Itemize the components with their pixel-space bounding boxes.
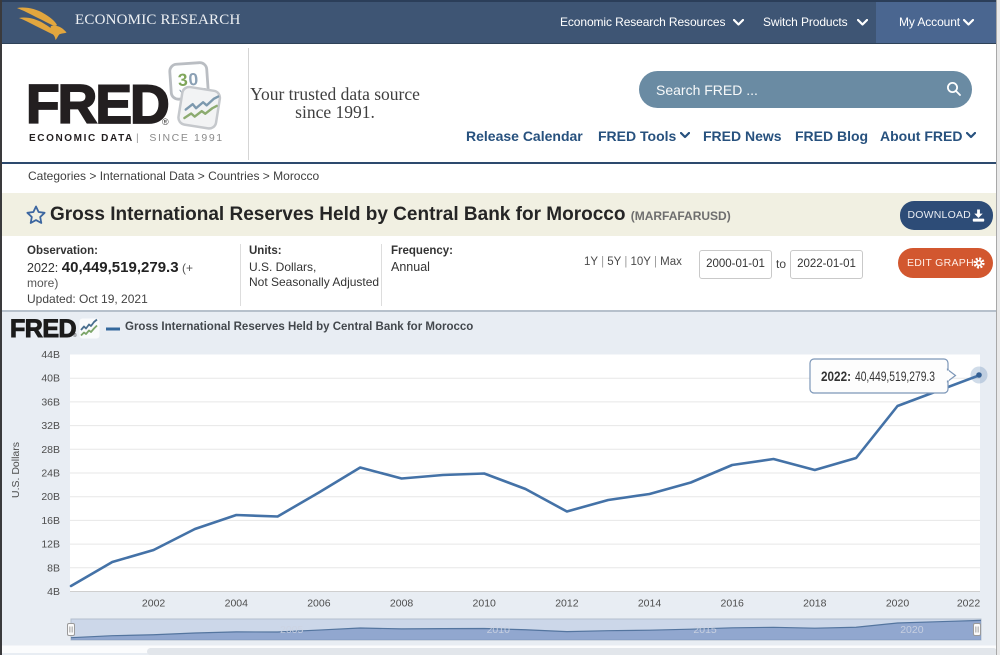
svg-text:44B: 44B — [41, 349, 60, 361]
svg-text:2015: 2015 — [693, 624, 717, 636]
svg-text:32B: 32B — [41, 420, 60, 432]
svg-text:2002: 2002 — [142, 598, 166, 610]
svg-text:36B: 36B — [41, 396, 60, 408]
svg-text:40B: 40B — [41, 373, 60, 385]
svg-text:2006: 2006 — [307, 598, 331, 610]
svg-text:2010: 2010 — [487, 624, 511, 636]
svg-text:24B: 24B — [41, 468, 60, 480]
svg-text:0: 0 — [188, 69, 199, 90]
svg-text:4B: 4B — [47, 586, 60, 598]
svg-text:2008: 2008 — [390, 598, 414, 610]
svg-text:2022: 2022 — [957, 598, 981, 610]
svg-text:28B: 28B — [41, 444, 60, 456]
svg-text:2018: 2018 — [803, 598, 827, 610]
svg-text:20B: 20B — [41, 491, 60, 503]
svg-text:2020: 2020 — [900, 624, 924, 636]
svg-text:2010: 2010 — [473, 598, 497, 610]
svg-text:2004: 2004 — [225, 598, 249, 610]
svg-text:2005: 2005 — [280, 624, 304, 636]
svg-text:2022:40,449,519,279.3: 2022: 40,449,519,279.3 — [821, 368, 935, 384]
svg-text:2020: 2020 — [886, 598, 910, 610]
svg-text:U.S. Dollars: U.S. Dollars — [10, 442, 22, 498]
svg-text:3: 3 — [177, 70, 188, 91]
svg-text:16B: 16B — [41, 515, 60, 527]
svg-text:12B: 12B — [41, 539, 60, 551]
svg-text:8B: 8B — [47, 562, 60, 574]
svg-text:2016: 2016 — [721, 598, 745, 610]
svg-text:2014: 2014 — [638, 598, 662, 610]
svg-text:2012: 2012 — [555, 598, 579, 610]
